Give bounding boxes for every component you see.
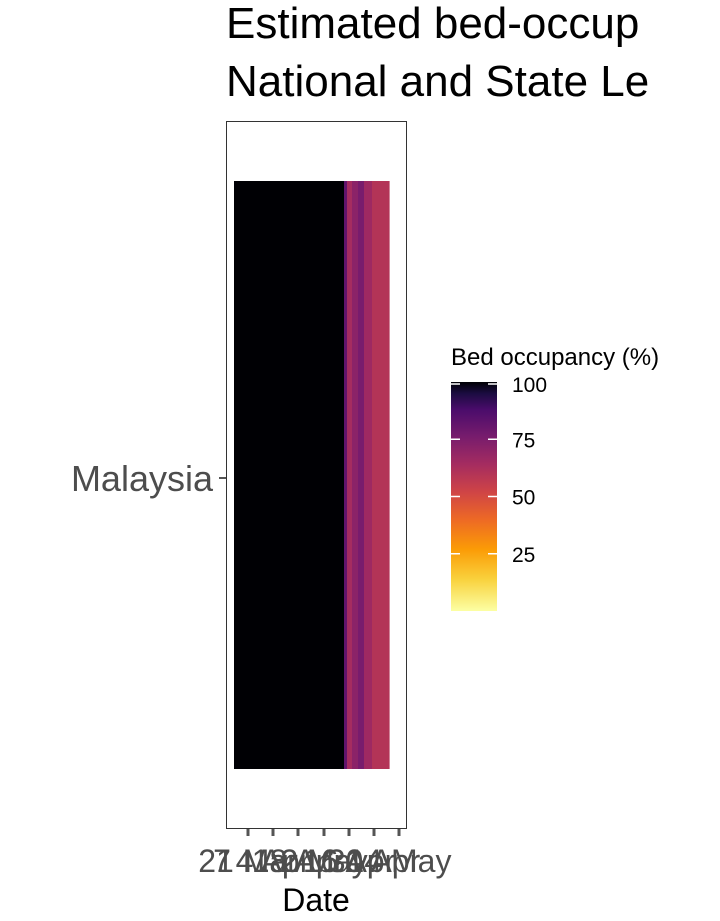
heatmap-cell xyxy=(322,181,345,769)
x-tick-label: 4 Apr xyxy=(236,843,311,879)
chart-title-line-2: National and State Le xyxy=(226,57,649,106)
legend-tick-label: 100 xyxy=(512,374,547,397)
x-tick-label: 21 Mar xyxy=(198,843,298,879)
heatmap-cell xyxy=(344,181,348,769)
x-tick-label: 2 May xyxy=(280,843,367,879)
heatmap-cell xyxy=(234,181,257,769)
heatmap-cells xyxy=(234,181,390,769)
heatmap-cell xyxy=(278,181,301,769)
legend-tick-label: 25 xyxy=(512,544,535,567)
y-tick-label-malaysia: Malaysia xyxy=(71,458,214,499)
heatmap-cell xyxy=(256,181,279,769)
x-tick-label: 16 Apr xyxy=(303,843,396,879)
heatmap-cell xyxy=(352,181,359,769)
x-axis-ticks xyxy=(246,829,401,836)
heatmap-cell xyxy=(300,181,323,769)
heatmap-cell xyxy=(372,181,390,769)
x-tick-label: 18 Apr xyxy=(252,843,345,879)
heatmap-cell xyxy=(347,181,353,769)
chart-title-line-1: Estimated bed-occup xyxy=(226,0,639,48)
heatmap-cell xyxy=(364,181,373,769)
x-tick-label: 14 May xyxy=(347,843,452,879)
legend-tick-label: 75 xyxy=(512,429,535,452)
x-tick-label: 7 xyxy=(213,843,231,879)
legend-ticks: 25 50 75 100 xyxy=(451,374,547,567)
heatmap-cell xyxy=(358,181,365,769)
x-axis-title: Date xyxy=(282,882,350,918)
legend-title: Bed occupancy (%) xyxy=(451,344,659,371)
legend-tick-label: 50 xyxy=(512,487,535,510)
x-tick-label: 30 Apr xyxy=(328,843,421,879)
